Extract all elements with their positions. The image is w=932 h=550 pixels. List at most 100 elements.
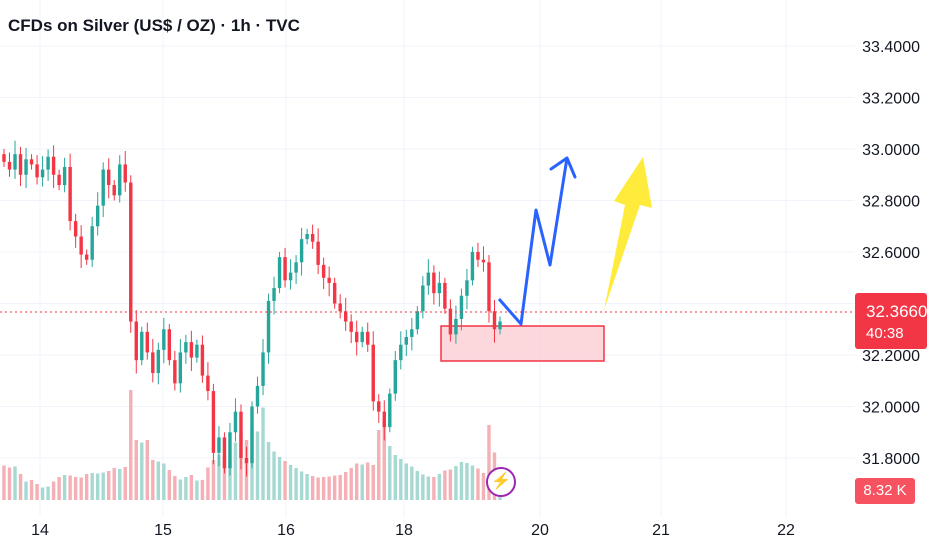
volume-bar [421,474,425,500]
volume-bar [338,475,342,500]
volume-bar [272,451,276,500]
candle-body [448,308,453,335]
volume-bar [211,460,216,500]
volume-bar [222,456,227,500]
candle-body [371,344,375,402]
candle-body [454,318,458,335]
price-axis[interactable]: 33.400033.200033.000032.800032.600032.40… [862,39,920,468]
support-zone-box[interactable] [440,325,605,362]
volume-bar [57,477,61,500]
volume-bar [145,440,149,500]
candles [2,140,502,477]
candle-body [277,257,282,289]
volume-bar [332,475,337,500]
volume-bar [200,480,205,500]
volume-bar [62,475,67,500]
candle-body [327,277,331,283]
volume-bar [233,442,238,500]
volume-bar [18,474,23,500]
time-axis[interactable]: 14 15 16 18 20 21 22 [31,522,795,539]
volume-bar [426,476,431,500]
yellow-arrow[interactable] [604,157,652,310]
volume-bar [382,424,386,500]
x-tick-label: 18 [395,522,413,539]
y-tick-label: 32.6000 [862,245,920,262]
candle-body [283,257,287,281]
volume-bar [266,442,271,500]
volume-bar [294,468,298,500]
candle-body [266,300,271,353]
volume-bar [51,481,56,500]
candle-body [487,262,491,312]
candle-body [134,321,138,361]
x-tick-label: 15 [154,522,172,539]
candle-body [95,205,100,227]
volume-bar [195,480,199,500]
volume-bar [134,440,138,500]
x-tick-label: 21 [652,522,670,539]
candle-body [173,360,177,384]
volume-bar [481,473,486,500]
candle-body [415,311,420,330]
volume-bar [371,465,375,500]
candle-body [498,321,502,330]
candle-body [481,259,486,263]
candle-body [57,174,61,186]
candle-body [316,241,320,265]
candle-body [29,159,34,165]
candle-body [272,288,276,301]
candle-body [459,295,464,319]
volume-bar [140,442,144,500]
support-zone[interactable] [440,325,605,362]
volume-bar [156,461,161,500]
candle-body [217,437,221,453]
candle-body [211,391,216,453]
volume-bar [40,487,45,500]
volume-bar [46,486,50,500]
volume-bar [101,472,105,500]
candle-body [288,272,293,281]
last-price-value: 32.3660 [866,302,928,321]
volume-bar [228,458,232,500]
candle-body [261,352,265,386]
volume-bar [355,463,359,500]
flash-icon[interactable]: ⚡ [486,467,516,497]
candle-body [206,375,210,392]
candle-body [228,432,232,469]
volume-bar [90,473,94,500]
candle-body [244,458,249,464]
candle-body [255,385,260,407]
candle-body [46,156,50,170]
volume-bar [29,480,34,500]
volume-bar [79,477,83,500]
volume-bar [360,464,364,500]
candle-body [393,360,397,394]
last-price-badge: 32.3660 40:38 [855,293,927,349]
candle-body [68,167,72,222]
candle-body [145,331,149,353]
candle-body [7,161,12,170]
volume-bar [255,431,260,500]
volume-bar [476,468,480,500]
candle-body [40,169,45,178]
candle-body [388,393,392,428]
volume-bar [448,469,453,500]
volume-bar [399,459,403,500]
volume-bar [454,466,458,500]
volume-bar [410,466,414,500]
candle-body [421,285,425,312]
volume-bar [487,425,491,500]
volume-bar [288,465,293,500]
candle-body [377,401,381,412]
volume-bar [107,471,111,500]
x-tick-label: 16 [277,522,295,539]
projection-path[interactable] [497,157,569,326]
y-tick-label: 33.4000 [862,39,920,56]
volume-bar [151,460,155,500]
y-tick-label: 33.0000 [862,142,920,159]
candle-body [437,282,442,294]
candle-body [492,311,497,330]
volume-bar [123,467,127,500]
